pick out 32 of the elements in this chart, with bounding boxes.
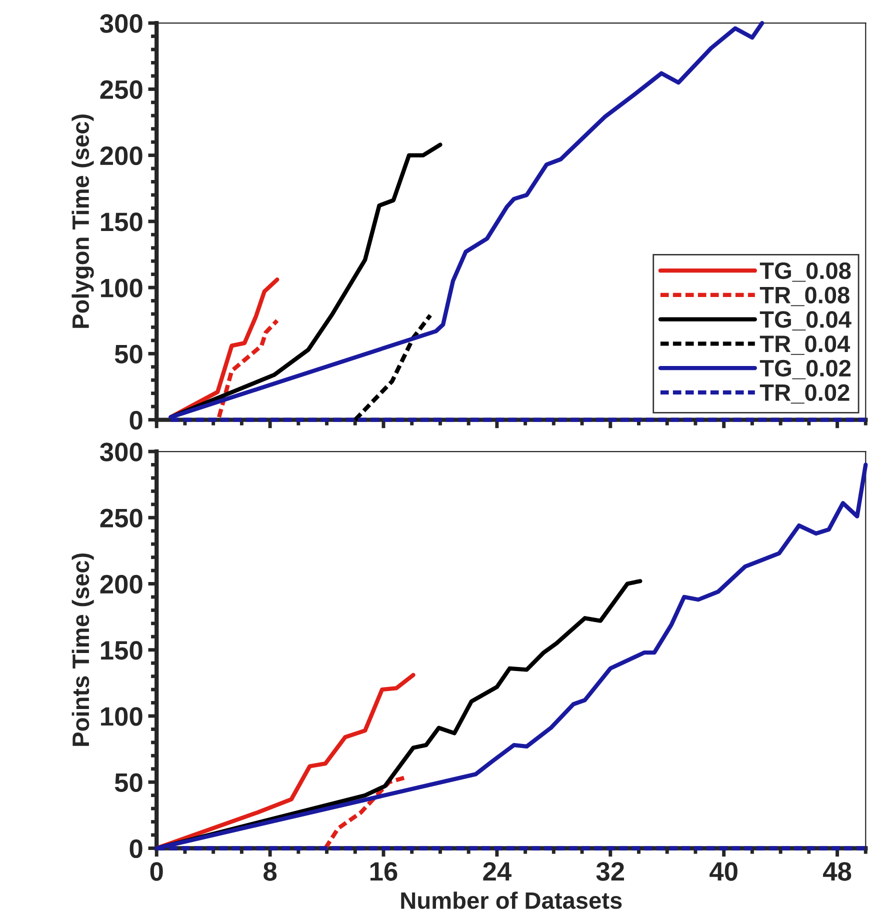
y-tick-label: 100 — [101, 278, 142, 298]
x-tick-label: 0 — [150, 862, 163, 881]
y-tick-label: 150 — [101, 641, 142, 660]
y-tick-label: 50 — [114, 344, 142, 364]
y-axis-title: Points Time (sec) — [72, 554, 94, 746]
y-tick-label: 150 — [101, 212, 142, 232]
y-tick-label: 300 — [100, 14, 142, 33]
legend-label: TG_0.04 — [760, 311, 852, 330]
y-tick-label: 200 — [100, 574, 142, 594]
x-tick-label: 24 — [483, 862, 512, 881]
x-axis-title: Number of Datasets — [401, 892, 622, 909]
legend-label: TR_0.08 — [760, 286, 850, 306]
legend-label: TR_0.02 — [760, 384, 850, 404]
x-tick-label: 40 — [710, 862, 738, 881]
y-axis-title: Polygon Time (sec) — [72, 114, 94, 328]
line-series — [216, 318, 280, 420]
y-tick-label: 0 — [130, 410, 142, 430]
y-tick-label: 250 — [100, 80, 142, 99]
x-tick-label: 48 — [823, 862, 852, 881]
x-tick-label: 8 — [264, 862, 277, 881]
legend-label: TR_0.04 — [760, 335, 850, 355]
y-tick-label: 250 — [100, 508, 142, 528]
x-tick-label: 32 — [596, 862, 624, 881]
line-series — [353, 313, 432, 422]
legend-label: TG_0.08 — [760, 262, 851, 282]
y-tick-label: 200 — [100, 146, 142, 166]
y-tick-label: 300 — [100, 442, 142, 462]
y-tick-label: 100 — [101, 707, 142, 726]
y-tick-label: 0 — [130, 839, 142, 858]
legend-label: TG_0.02 — [760, 360, 851, 380]
y-tick-label: 50 — [114, 773, 142, 792]
x-tick-label: 16 — [370, 862, 398, 881]
